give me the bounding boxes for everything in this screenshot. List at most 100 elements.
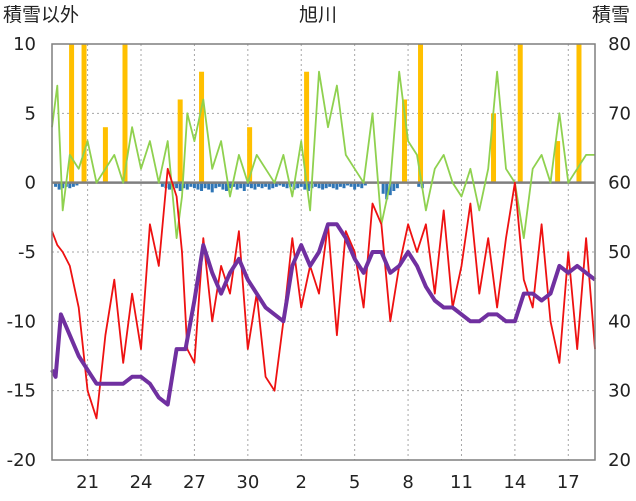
below-zero-bar	[192, 182, 196, 189]
below-zero-bar	[281, 182, 285, 187]
below-zero-bar	[260, 182, 264, 189]
y-right-tick-label: 50	[608, 242, 631, 263]
below-zero-bar	[381, 182, 385, 194]
precipitation-bar	[418, 44, 424, 183]
below-zero-bar	[338, 182, 342, 187]
below-zero-bar	[353, 182, 357, 190]
x-tick-label: 8	[402, 472, 413, 493]
x-tick-label: 24	[130, 472, 153, 493]
y-left-tick-label: -10	[7, 311, 36, 332]
below-zero-bar	[61, 182, 65, 189]
below-zero-bar	[178, 182, 182, 191]
y-left-tick-label: -5	[18, 242, 36, 263]
precipitation-bar	[576, 44, 582, 183]
y-right-tick-label: 60	[608, 173, 631, 194]
x-tick-label: 17	[557, 472, 580, 493]
below-zero-bar	[346, 182, 350, 186]
precipitation-bar	[69, 44, 75, 183]
x-tick-label: 11	[450, 472, 473, 493]
y-left-tick-label: 0	[25, 173, 36, 194]
x-tick-label: 14	[503, 472, 526, 493]
below-zero-bar	[313, 182, 317, 187]
precipitation-bar	[402, 99, 408, 183]
below-zero-bar	[257, 182, 261, 187]
below-zero-bar	[203, 182, 207, 189]
y-left-tick-label: 5	[25, 103, 36, 124]
precipitation-bar	[102, 127, 108, 183]
below-zero-bar	[296, 182, 300, 189]
below-zero-bar	[246, 182, 250, 187]
precipitation-bar	[491, 113, 497, 183]
x-tick-label: 27	[183, 472, 206, 493]
below-zero-bar	[324, 182, 328, 189]
below-zero-bar	[228, 182, 232, 189]
precipitation-bar	[247, 127, 253, 183]
below-zero-bar	[71, 182, 75, 187]
series-lines	[50, 70, 597, 420]
below-zero-bar	[392, 182, 396, 191]
y-right-axis-label: 積雪	[592, 4, 630, 26]
plot-frame	[51, 43, 596, 461]
below-zero-bar	[182, 182, 186, 189]
below-zero-bar	[232, 182, 236, 187]
below-zero-bar	[349, 182, 353, 187]
below-zero-bar	[274, 182, 278, 187]
precipitation-bar	[122, 44, 128, 183]
below-zero-bar	[75, 182, 79, 186]
below-zero-bar	[189, 182, 193, 187]
below-zero-bar	[321, 182, 325, 190]
below-zero-bar	[417, 182, 421, 187]
below-zero-bar	[385, 182, 389, 200]
y-left-tick-label: -20	[7, 450, 36, 471]
wind-line	[51, 70, 595, 240]
y-right-tick-label: 20	[608, 450, 631, 471]
temperature-line	[51, 167, 596, 420]
below-zero-bar	[175, 182, 179, 189]
below-zero-bar	[264, 182, 268, 187]
precipitation-bar	[199, 71, 205, 183]
y-left-tick-label: -15	[7, 381, 36, 402]
below-zero-bar	[235, 182, 239, 190]
y-left-tick-label: 10	[13, 34, 36, 55]
below-zero-bar	[278, 182, 282, 186]
below-zero-bar	[214, 182, 218, 189]
below-zero-bar	[242, 182, 246, 191]
precipitation-bar	[81, 44, 87, 183]
below-zero-bar	[285, 182, 289, 189]
below-zero-bar	[160, 182, 164, 187]
y-left-axis-label: 積雪以外	[3, 4, 79, 26]
x-tick-label: 21	[76, 472, 99, 493]
below-zero-bar	[335, 182, 339, 190]
y-right-tick-label: 40	[608, 311, 631, 332]
below-zero-bar	[54, 182, 58, 187]
below-zero-bar	[395, 182, 399, 189]
precipitation-bar	[177, 99, 183, 183]
precipitation-bars	[69, 44, 582, 183]
below-zero-bar	[210, 182, 214, 193]
below-zero-bar	[221, 182, 225, 190]
below-zero-bar	[342, 182, 346, 189]
below-zero-bar	[68, 182, 72, 189]
precipitation-bar	[555, 141, 561, 183]
precipitation-bar	[304, 71, 310, 183]
below-zero-bar	[317, 182, 321, 189]
y-right-tick-label: 70	[608, 103, 631, 124]
x-tick-label: 2	[296, 472, 307, 493]
below-zero-bar	[299, 182, 303, 187]
y-left-tick-labels: 10 5 0 -5 -10 -15 -20	[7, 34, 36, 471]
below-zero-bar	[253, 182, 257, 190]
x-tick-label: 30	[236, 472, 259, 493]
below-zero-bar	[239, 182, 243, 189]
below-zero-bar	[363, 182, 367, 186]
below-zero-bar	[331, 182, 335, 189]
below-zero-bar	[217, 182, 221, 187]
below-zero-bar	[360, 182, 364, 189]
below-zero-bar	[306, 182, 310, 191]
below-zero-bar	[196, 182, 200, 190]
snow-depth-line	[50, 222, 597, 407]
below-zero-bar	[271, 182, 275, 189]
y-right-tick-label: 80	[608, 34, 631, 55]
below-zero-bar	[168, 182, 172, 190]
below-zero-bar	[207, 182, 211, 190]
